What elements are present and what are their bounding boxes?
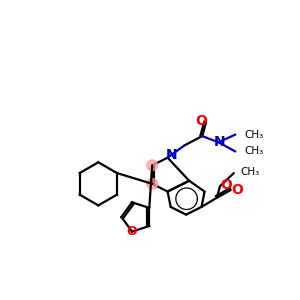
Text: O: O [127, 225, 137, 238]
Text: O: O [220, 178, 232, 192]
Circle shape [147, 178, 158, 189]
Text: O: O [196, 115, 207, 128]
Text: N: N [166, 148, 177, 162]
Text: CH₃: CH₃ [240, 167, 259, 176]
Text: CH₃: CH₃ [244, 146, 264, 157]
Text: N: N [214, 135, 226, 149]
Text: O: O [231, 183, 243, 197]
Text: CH₃: CH₃ [244, 130, 264, 140]
Circle shape [147, 160, 158, 171]
